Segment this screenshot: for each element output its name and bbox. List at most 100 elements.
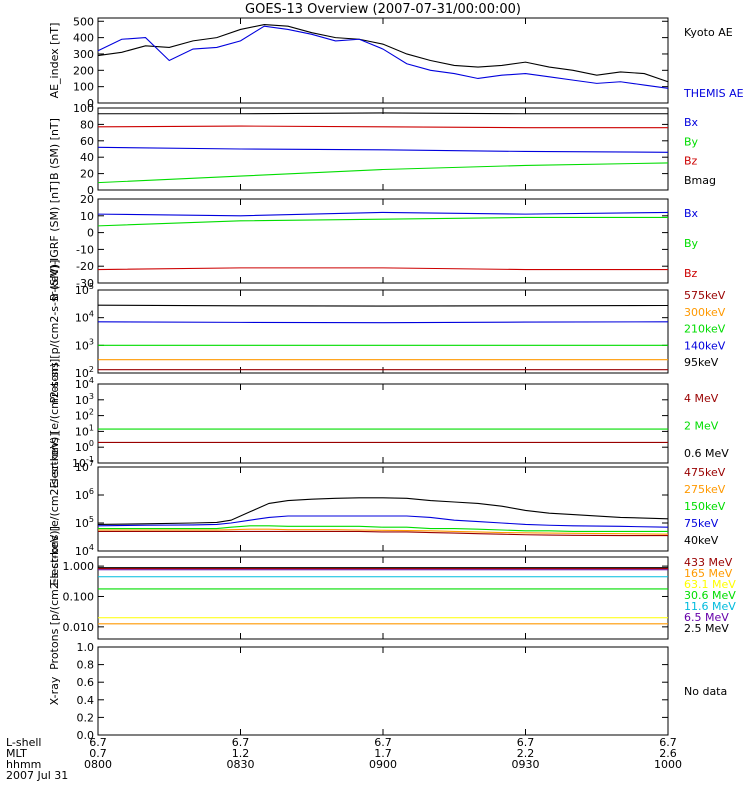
series-bz bbox=[97, 125, 668, 129]
legend-entry: Kyoto AE bbox=[684, 26, 733, 39]
legend-entry: Bmag bbox=[684, 174, 716, 187]
legend-entry: 300keV bbox=[684, 306, 726, 319]
legend-entry: 275keV bbox=[684, 483, 726, 496]
y-tick-label: 10 bbox=[80, 210, 94, 223]
legend-entry: 11.6 MeV bbox=[684, 600, 736, 613]
panel-bigrf: -30 -20 -10 0 10 20 B (SM)-IGRF (SM) [nT] Bx By B… bbox=[48, 181, 699, 301]
series-275kev bbox=[98, 528, 669, 535]
series-95kev bbox=[97, 304, 669, 307]
footer-value: 1.7 bbox=[374, 747, 392, 760]
y-tick-label: 1.000 bbox=[63, 560, 95, 573]
y-tick-label: 20 bbox=[80, 168, 94, 181]
legend-entry: By bbox=[684, 135, 699, 148]
chart-title: GOES-13 Overview (2007-07-31/00:00:00) bbox=[245, 2, 521, 17]
y-tick-label: 0.2 bbox=[77, 711, 95, 724]
legend-entry: THEMIS AE bbox=[683, 87, 744, 100]
footer-value: 0900 bbox=[369, 758, 397, 771]
legend-entry: 30.6 MeV bbox=[684, 589, 736, 602]
footer-value: 6.7 bbox=[517, 736, 535, 749]
legend-entry: 433 MeV bbox=[684, 556, 733, 569]
legend-entry: 140keV bbox=[684, 339, 726, 352]
panel-frame bbox=[97, 646, 669, 736]
panel-frame bbox=[97, 466, 669, 552]
legend-entry: 75keV bbox=[684, 517, 719, 530]
y-tick-label: 0 bbox=[87, 227, 94, 240]
series-themis-ae bbox=[97, 25, 669, 89]
footer-value: 6.7 bbox=[89, 736, 107, 749]
series-kyoto-ae bbox=[97, 23, 669, 83]
panel-electrons_kev: 104 105 106 107 Electrons [e/(cm2-s-sr-keV)]… bbox=[48, 432, 726, 585]
legend-entry: Bz bbox=[684, 155, 698, 168]
panel-ae: 0 100 200 300 400 500 AE_index [nT] Kyoto AE THE… bbox=[48, 15, 744, 110]
footer-value: 0830 bbox=[227, 758, 255, 771]
legend-entry: 95keV bbox=[684, 356, 719, 369]
y-tick-label: 106 bbox=[75, 487, 94, 502]
legend-entry: 210keV bbox=[684, 323, 726, 336]
y-tick-label: 0.4 bbox=[77, 694, 95, 707]
y-tick-label: 400 bbox=[73, 32, 94, 45]
legend-entry: By bbox=[684, 237, 699, 250]
legend-entry: 2 MeV bbox=[684, 420, 719, 433]
y-tick-label: 100 bbox=[73, 102, 94, 115]
footer-value: 1.2 bbox=[232, 747, 250, 760]
y-axis-label: AE_index [nT] bbox=[48, 23, 61, 99]
series-150kev bbox=[98, 525, 668, 532]
series-by bbox=[97, 216, 668, 227]
series-40kev bbox=[97, 497, 669, 525]
legend-entry: 6.5 MeV bbox=[684, 611, 729, 624]
footer-value: 6.7 bbox=[659, 736, 677, 749]
footer-value: 2.6 bbox=[659, 747, 677, 760]
footer-value: 0.7 bbox=[89, 747, 107, 760]
y-tick-label: -20 bbox=[76, 260, 94, 273]
legend-entry: Bx bbox=[684, 207, 699, 220]
y-tick-label: 102 bbox=[75, 408, 94, 423]
y-tick-label: 500 bbox=[73, 15, 94, 28]
panel-frame bbox=[97, 107, 669, 191]
series-bmag bbox=[98, 112, 668, 115]
footer-row-label: MLT bbox=[6, 747, 27, 760]
y-tick-label: -30 bbox=[76, 277, 94, 290]
y-tick-label: 0 bbox=[87, 184, 94, 197]
footer-row-label: hhmm bbox=[6, 758, 41, 771]
y-tick-label: 0.6 bbox=[77, 676, 95, 689]
y-tick-label: 104 bbox=[75, 310, 94, 325]
footer-row-label: L-shell bbox=[6, 736, 42, 749]
y-tick-label: 0.010 bbox=[63, 621, 95, 634]
panel-frame bbox=[97, 383, 669, 464]
y-tick-label: 104 bbox=[75, 543, 94, 558]
y-axis-label: B (SM) [nT] bbox=[48, 118, 61, 180]
panel-frame bbox=[97, 289, 669, 374]
legend-entry: 63.1 MeV bbox=[684, 578, 736, 591]
series-bx bbox=[97, 211, 669, 217]
y-axis-label: Electrons [e/(cm2-s-sr)] bbox=[48, 359, 61, 489]
legend-entry: 4 MeV bbox=[684, 392, 719, 405]
y-axis-label: Electrons [e/(cm2-s-sr-keV)] bbox=[48, 432, 61, 585]
legend-entry: 40keV bbox=[684, 534, 719, 547]
footer-value: 0800 bbox=[84, 758, 112, 771]
panel-bsm: 0 20 40 60 80 100 B (SM) [nT] Bx By Bz Bmag bbox=[48, 102, 716, 197]
panel-xray: 0.0 0.2 0.4 0.6 0.8 1.0 X-ray No data bbox=[48, 641, 727, 742]
panel-frame bbox=[97, 198, 669, 284]
y-tick-label: 80 bbox=[80, 118, 94, 131]
y-tick-label: 104 bbox=[75, 376, 94, 391]
y-tick-label: 0.100 bbox=[63, 590, 95, 603]
y-tick-label: 1.0 bbox=[77, 641, 95, 654]
footer-row-label: 2007 Jul 31 bbox=[6, 769, 68, 782]
y-tick-label: 103 bbox=[75, 392, 94, 407]
y-tick-label: 102 bbox=[75, 365, 94, 380]
y-tick-label: 100 bbox=[75, 439, 94, 454]
series-475kev bbox=[98, 530, 668, 537]
series-by bbox=[97, 162, 669, 184]
y-tick-label: 200 bbox=[73, 64, 94, 77]
series-75kev bbox=[97, 515, 669, 528]
legend-entry: 165 MeV bbox=[684, 567, 733, 580]
footer-value: 1000 bbox=[654, 758, 682, 771]
y-tick-label: 300 bbox=[73, 48, 94, 61]
y-tick-label: 107 bbox=[75, 459, 94, 474]
legend-entry: Bz bbox=[684, 267, 698, 280]
y-axis-label: Protons [p/(cm2-s-sr-keV)] bbox=[48, 526, 61, 670]
footer-value: 6.7 bbox=[232, 736, 250, 749]
